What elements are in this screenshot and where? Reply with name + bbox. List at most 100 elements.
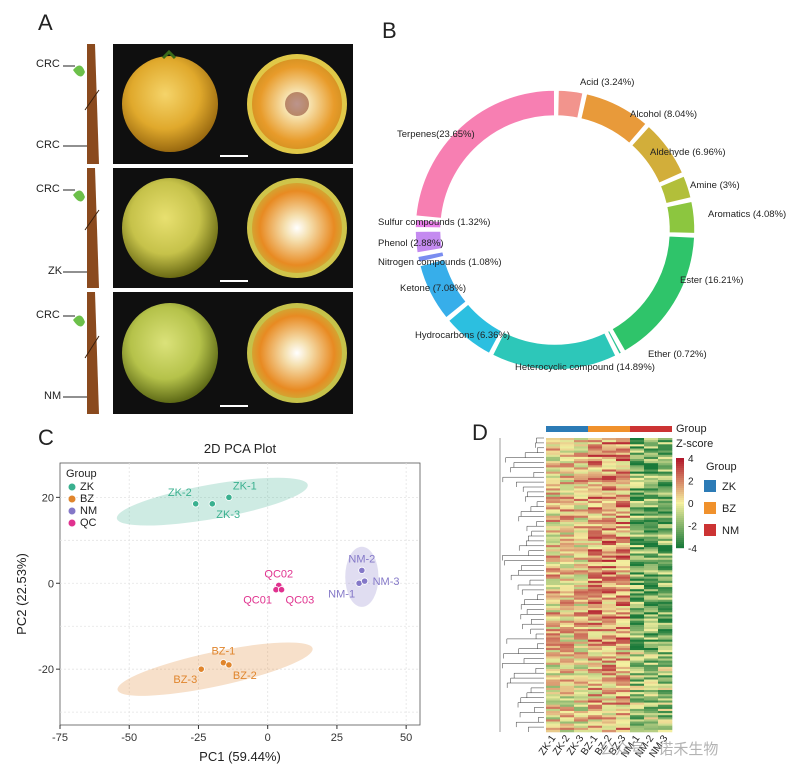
heatmap-cell (644, 696, 659, 699)
heatmap-cell (658, 616, 673, 619)
heatmap-cell (630, 698, 645, 701)
heatmap-cell (602, 616, 617, 619)
heatmap-cell (616, 610, 631, 613)
heatmap-cell (560, 643, 575, 647)
heatmap-cell (602, 566, 617, 569)
heatmap-cell (602, 549, 617, 552)
heatmap-cell (546, 612, 561, 615)
heatmap-cell (602, 635, 617, 638)
heatmap-cell (658, 593, 673, 596)
heatmap-cell (588, 603, 603, 607)
heatmap-cell (588, 694, 603, 697)
heatmap-cell (574, 482, 589, 485)
heatmap-cell (602, 572, 617, 575)
heatmap-cell (616, 442, 631, 445)
heatmap-cell (658, 643, 673, 647)
heatmap-cell (602, 669, 617, 672)
heatmap-cell (574, 549, 589, 552)
heatmap-cell (574, 681, 589, 684)
heatmap-cell (574, 729, 589, 733)
heatmap-cell (588, 585, 603, 588)
heatmap-cell (602, 603, 617, 607)
heatmap-cell (588, 723, 603, 726)
dendrogram-branch (535, 668, 544, 674)
heatmap-cell (602, 454, 617, 458)
heatmap-cell (616, 627, 631, 630)
heatmap-cell (546, 534, 561, 537)
heatmap-cell (630, 627, 645, 630)
group-legend-label: ZK (722, 481, 737, 493)
heatmap-cell (588, 700, 603, 703)
heatmap-cell (574, 442, 589, 445)
heatmap-cell (602, 492, 617, 495)
heatmap-cell (602, 568, 617, 571)
colorbar-swatch (676, 524, 684, 527)
heatmap-cell (560, 532, 575, 535)
heatmap-cell (546, 725, 561, 729)
donut-slice-label: Phenol (2.88%) (378, 238, 443, 249)
heatmap-cell (630, 729, 645, 733)
dendrogram-branch (502, 476, 544, 483)
heatmap-cell (602, 526, 617, 529)
colorbar-swatch (676, 530, 684, 533)
heatmap-cell (644, 582, 659, 586)
heatmap-cell (602, 471, 617, 474)
heatmap-cell (560, 484, 575, 487)
heatmap-cell (616, 658, 631, 661)
heatmap-cell (574, 643, 589, 647)
heatmap-cell (574, 461, 589, 464)
heatmap-cell (658, 459, 673, 462)
heatmap-cell (658, 629, 673, 632)
colorbar-swatch (676, 506, 684, 509)
heatmap-cell (644, 473, 659, 477)
heatmap-cell (574, 530, 589, 533)
heatmap-cell (588, 708, 603, 712)
heatmap-cell (574, 671, 589, 674)
heatmap-cell (546, 545, 561, 548)
heatmap-cell (560, 675, 575, 678)
heatmap-cell (630, 677, 645, 680)
heatmap-cell (546, 645, 561, 649)
colorbar-tick-label: 2 (688, 477, 694, 488)
donut-slice (414, 218, 443, 229)
heatmap-cell (602, 576, 617, 579)
heatmap-cell (588, 713, 603, 716)
pca-point-label: BZ-3 (173, 674, 197, 686)
dendrogram-branch (528, 550, 544, 556)
heatmap-cell (574, 522, 589, 525)
heatmap-cell (644, 620, 659, 624)
heatmap-cell (588, 587, 603, 590)
heatmap-cell (588, 633, 603, 636)
heatmap-cell (644, 496, 659, 500)
heatmap-cell (574, 662, 589, 666)
heatmap-cell (644, 446, 659, 449)
heatmap-cell (602, 589, 617, 592)
heatmap-cell (546, 564, 561, 567)
heatmap-cell (560, 711, 575, 714)
heatmap-cell (574, 496, 589, 500)
heatmap-cell (546, 696, 561, 699)
heatmap-cell (644, 484, 659, 487)
heatmap-cell (658, 624, 673, 628)
heatmap-cell (644, 509, 659, 512)
heatmap-cell (602, 522, 617, 525)
heatmap-cell (630, 477, 645, 481)
heatmap-cell (630, 658, 645, 661)
heatmap-cell (616, 683, 631, 687)
heatmap-cell (644, 629, 659, 632)
heatmap-cell (574, 723, 589, 726)
heatmap-cell (574, 564, 589, 567)
heatmap-cell (644, 557, 659, 561)
heatmap-cell (644, 687, 659, 691)
heatmap-cell (588, 629, 603, 632)
heatmap-cell (588, 635, 603, 638)
heatmap-cell (588, 496, 603, 500)
heatmap-cell (658, 442, 673, 445)
colorbar-swatch (676, 486, 684, 489)
heatmap-cell (560, 538, 575, 542)
heatmap-cell (644, 606, 659, 609)
heatmap-cell (546, 685, 561, 689)
heatmap-cell (644, 532, 659, 535)
heatmap-cell (574, 666, 589, 670)
heatmap-cell (574, 532, 589, 535)
